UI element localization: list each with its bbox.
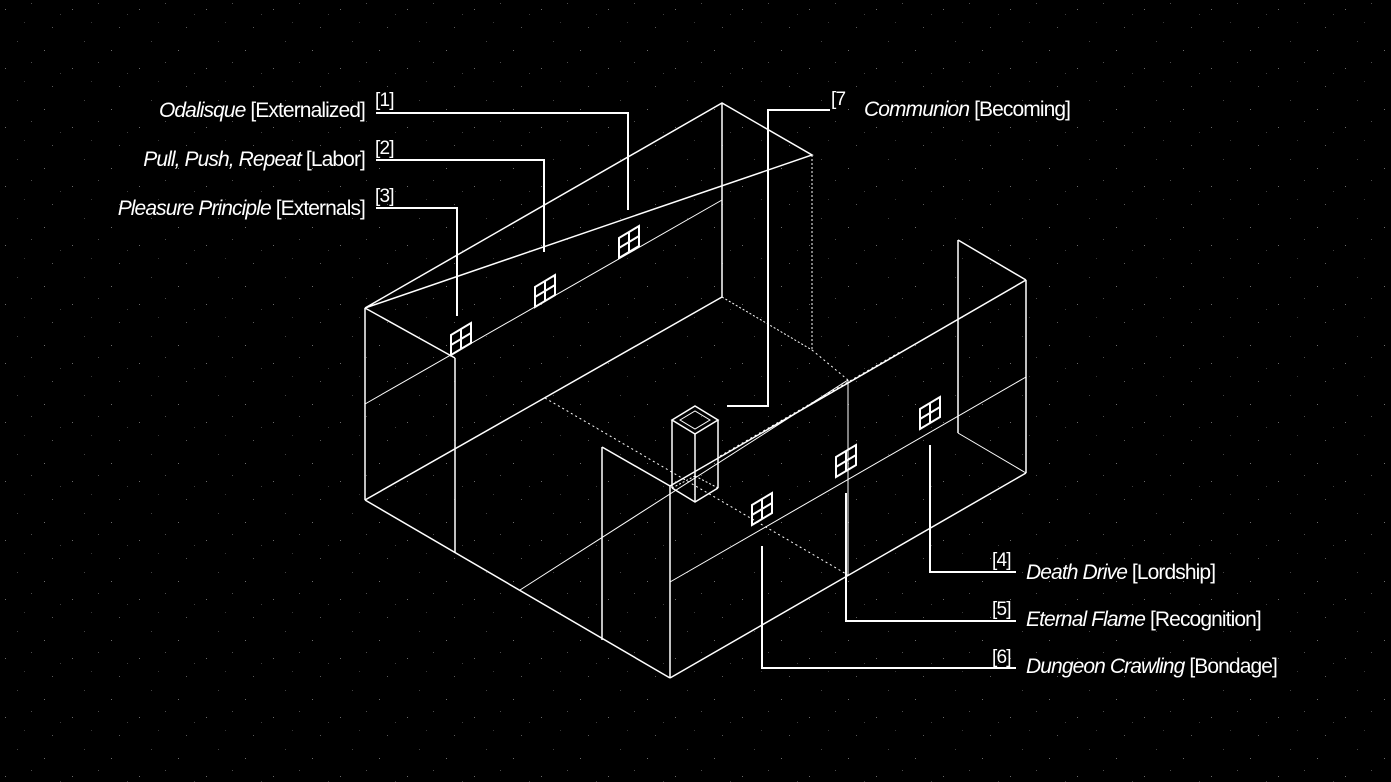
label-7: Communion [Becoming] [864, 98, 1071, 122]
window-5 [835, 443, 857, 479]
right-wing-back-top [601, 446, 671, 487]
label-1-title: Odalisque [158, 99, 246, 122]
floor-dashed-a [544, 397, 849, 576]
label-2: Pull, Push, Repeat [Labor] [143, 148, 366, 172]
label-7-tag: [Becoming] [974, 98, 1071, 121]
label-2-tag: [Labor] [305, 148, 366, 171]
right-wing-top-edge [957, 239, 1027, 281]
label-2-title: Pull, Push, Repeat [143, 148, 302, 171]
leader-line-5 [845, 493, 1016, 622]
central-column [670, 405, 720, 503]
label-7-number: [7 [831, 89, 846, 110]
label-4-number: [4] [992, 550, 1012, 571]
window-4 [919, 395, 941, 431]
window-1 [618, 224, 640, 260]
label-5-tag: [Recognition] [1149, 608, 1262, 631]
label-4: Death Drive [Lordship] [1026, 561, 1216, 585]
leader-line-6 [761, 546, 1016, 669]
label-3-title: Pleasure Principle [117, 197, 272, 220]
windows [450, 224, 941, 527]
label-6: Dungeon Crawling [Bondage] [1026, 655, 1278, 679]
column-base-back [671, 475, 696, 489]
label-2-number: [2] [375, 138, 395, 159]
left-wing-floor-edge [364, 499, 671, 679]
label-4-title: Death Drive [1026, 561, 1128, 584]
window-2 [534, 273, 556, 309]
label-6-tag: [Bondage] [1189, 655, 1278, 678]
label-5: Eternal Flame [Recognition] [1026, 608, 1262, 632]
label-1: Odalisque [Externalized] [158, 99, 366, 123]
label-5-number: [5] [992, 599, 1012, 620]
label-1-tag: [Externalized] [250, 99, 366, 122]
window-6 [751, 491, 773, 527]
column-top-inner [679, 410, 711, 430]
label-5-title: Eternal Flame [1026, 608, 1146, 631]
leader-line-1 [376, 112, 629, 210]
left-wing-front-top [364, 307, 456, 359]
window-3 [450, 321, 472, 357]
leader-line-3 [376, 207, 458, 316]
label-4-tag: [Lordship] [1131, 561, 1216, 584]
column-base-back2 [694, 475, 719, 489]
label-3: Pleasure Principle [Externals] [117, 197, 366, 221]
room-wireframe [364, 102, 1027, 679]
leader-line-4 [929, 445, 1016, 573]
label-3-tag: [Externals] [275, 197, 366, 220]
leader-line-7 [727, 109, 830, 407]
right-wing-bottom-long [669, 472, 1027, 679]
right-wing-bottom-right [957, 432, 1027, 474]
leader-lines [376, 109, 1016, 669]
left-wing-front-bottom [364, 296, 723, 501]
column-base [671, 487, 719, 503]
label-1-number: [1] [375, 90, 395, 111]
floor-diagonal-back [519, 379, 849, 591]
label-7-title: Communion [864, 98, 970, 121]
label-6-title: Dungeon Crawling [1026, 655, 1185, 678]
label-3-number: [3] [375, 186, 395, 207]
label-6-number: [6] [992, 647, 1012, 668]
leader-line-2 [376, 159, 545, 252]
